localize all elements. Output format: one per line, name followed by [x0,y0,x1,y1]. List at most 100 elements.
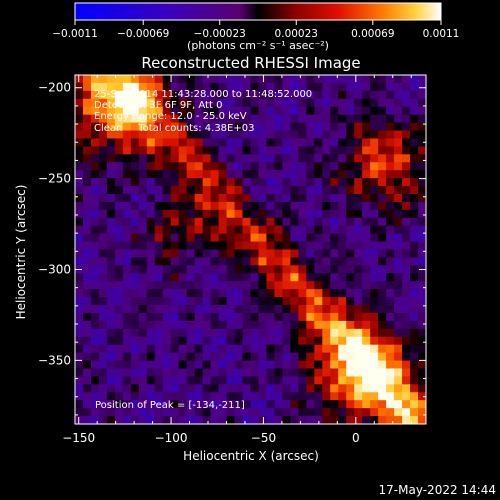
heatmap-cell [250,178,260,187]
heatmap-cell [346,344,355,354]
heatmap-cell [274,305,284,314]
heatmap-cell [322,257,331,266]
heatmap-cell [98,209,108,219]
heatmap-cell [266,257,276,266]
heatmap-cell [298,154,307,163]
heatmap-cell [210,392,220,401]
heatmap-cell [418,233,426,243]
heatmap-cell [82,98,92,108]
heatmap-cell [322,360,331,370]
heatmap-cell [346,162,355,171]
heatmap-cell [218,193,228,203]
heatmap-cell [170,368,180,378]
heatmap-cell [386,98,395,108]
heatmap-cell [82,170,92,179]
heatmap-cell [290,170,299,179]
heatmap-cell [146,281,156,290]
heatmap-cell [178,193,188,203]
heatmap-cell [314,360,323,370]
heatmap-cell [90,400,100,409]
heatmap-cell [194,82,204,92]
heatmap-cell [290,209,299,219]
heatmap-cell [130,162,140,171]
heatmap-cell [314,217,323,227]
heatmap-cell [306,376,315,385]
heatmap-cell [154,368,164,378]
heatmap-cell [282,233,291,243]
heatmap-cell [226,336,236,346]
heatmap-cell [378,273,387,282]
heatmap-cell [114,122,124,132]
colorbar-tick-label: 0.00023 [275,28,318,40]
heatmap-cell [354,82,363,92]
heatmap-cell [402,312,411,322]
heatmap-cell [242,281,252,290]
heatmap-cell [234,225,244,235]
heatmap-cell [362,122,371,132]
heatmap-cell [210,400,220,409]
heatmap-cell [226,225,236,235]
heatmap-cell [250,336,260,346]
heatmap-cell [338,82,347,92]
heatmap-cell [258,265,268,274]
heatmap-cell [202,82,212,92]
heatmap-cell [346,146,355,155]
heatmap-cell [98,305,108,314]
heatmap-cell [250,162,260,171]
heatmap-cell [274,98,284,108]
heatmap-cell [322,217,331,227]
heatmap-cell [266,178,276,187]
heatmap-cell [362,328,371,338]
heatmap-cell [282,178,291,187]
colorbar-tick-label: −0.0011 [52,28,98,40]
heatmap-cell [194,336,204,346]
heatmap-cell [258,408,268,417]
heatmap-cell [106,82,116,92]
annotation-detectors: Detectors: 3F 6F 9F, Att 0 [94,100,222,111]
heatmap-cell [282,384,291,393]
heatmap-cell [266,312,276,322]
heatmap-cell [162,384,172,393]
heatmap-cell [162,297,172,306]
heatmap-cell [242,416,252,424]
heatmap-cell [146,201,156,211]
heatmap-cell [266,408,276,417]
heatmap-cell [258,336,268,346]
y-tick-label: −200 [38,81,71,95]
heatmap-cell [194,138,204,147]
heatmap-cell [162,146,172,155]
heatmap-cell [402,273,411,282]
heatmap-cell [154,201,164,211]
heatmap-cell [370,336,379,346]
heatmap-cell [75,305,84,314]
heatmap-cell [130,360,140,370]
annotation-block: 25-Sep-2014 11:43:28.000 to 11:48:52.000… [94,89,312,134]
heatmap-cell [122,376,132,385]
heatmap-cell [162,416,172,424]
heatmap-cell [114,281,124,290]
heatmap-cell [210,416,220,424]
heatmap-cell [106,328,116,338]
heatmap-cell [194,273,204,282]
heatmap-cell [258,344,268,354]
heatmap-cell [234,90,244,100]
heatmap-cell [234,392,244,401]
heatmap-cell [418,281,426,290]
heatmap-cell [314,289,323,298]
heatmap-cell [98,241,108,251]
heatmap-cell [346,289,355,298]
heatmap-cell [290,265,299,274]
heatmap-cell [410,376,419,385]
heatmap-cell [362,138,371,147]
x-tick-label: −100 [155,431,188,445]
heatmap-cell [194,186,204,195]
heatmap-cell [370,98,379,108]
heatmap-cell [202,75,212,84]
heatmap-cell [362,241,371,251]
heatmap-cell [178,281,188,290]
heatmap-cell [154,122,164,132]
heatmap-cell [266,114,276,124]
heatmap-cell [90,82,100,92]
heatmap-cell [298,178,307,187]
heatmap-cell [362,178,371,187]
